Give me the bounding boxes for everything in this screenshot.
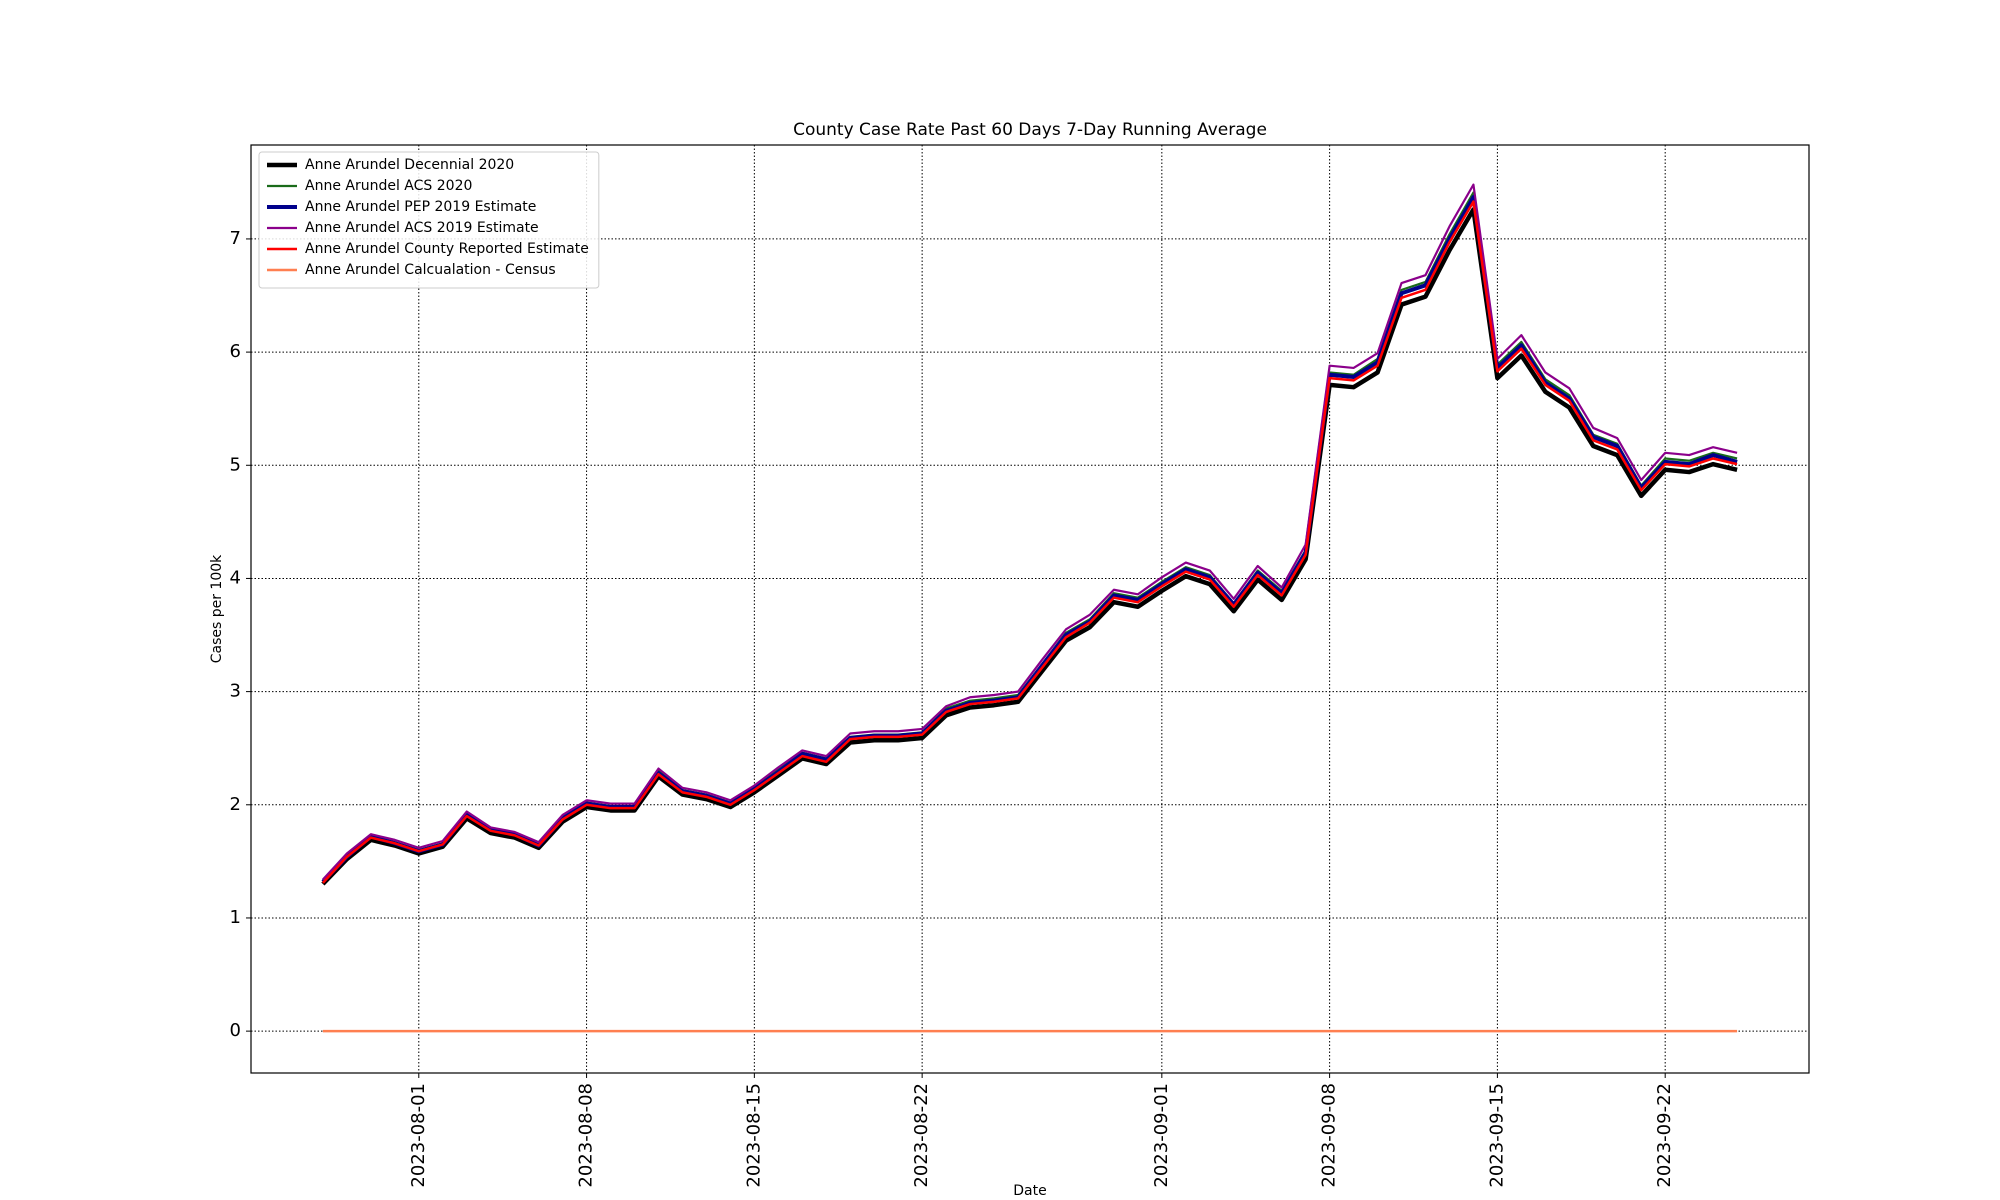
y-tick-label: 1 <box>230 907 241 928</box>
data-line <box>321 207 1738 886</box>
legend-box <box>258 151 600 289</box>
legend-label: Anne Arundel Calcualation - Census <box>305 262 556 278</box>
legend-label: Anne Arundel PEP 2019 Estimate <box>305 199 536 215</box>
x-tick-label: 2023-09-22 <box>1654 1083 1675 1188</box>
x-tick-label: 2023-09-15 <box>1486 1083 1507 1188</box>
x-tick-label: 2023-08-15 <box>743 1083 764 1188</box>
y-tick-label: 0 <box>230 1020 241 1041</box>
data-line <box>322 183 1738 881</box>
x-tick-label: 2023-08-08 <box>576 1083 597 1188</box>
legend-label: Anne Arundel Decennial 2020 <box>305 157 514 173</box>
legend: Anne Arundel Decennial 2020 Anne Arundel … <box>258 151 600 289</box>
legend-label: Anne Arundel ACS 2020 <box>305 178 472 194</box>
chart-title: County Case Rate Past 60 Days 7-Day Runn… <box>793 120 1267 140</box>
y-tick-label: 6 <box>230 341 241 362</box>
x-tick-label: 2023-08-22 <box>911 1083 932 1188</box>
legend-label: Anne Arundel County Reported Estimate <box>305 241 589 257</box>
x-axis-label: Date <box>1013 1183 1046 1199</box>
y-tick-label: 5 <box>230 454 241 475</box>
x-tick-label: 2023-09-01 <box>1151 1083 1172 1188</box>
data-line <box>321 200 1738 884</box>
legend-label: Anne Arundel ACS 2019 Estimate <box>305 220 539 236</box>
plot-frame <box>250 144 1810 1074</box>
x-tick-label: 2023-09-08 <box>1319 1083 1340 1188</box>
x-tick-label: 2023-08-01 <box>408 1083 429 1188</box>
y-tick-label: 4 <box>230 567 241 588</box>
y-tick-label: 2 <box>230 794 241 815</box>
y-tick-label: 3 <box>230 681 241 702</box>
y-axis-label: Cases per 100k <box>209 554 225 663</box>
y-tick-label: 7 <box>230 228 241 249</box>
